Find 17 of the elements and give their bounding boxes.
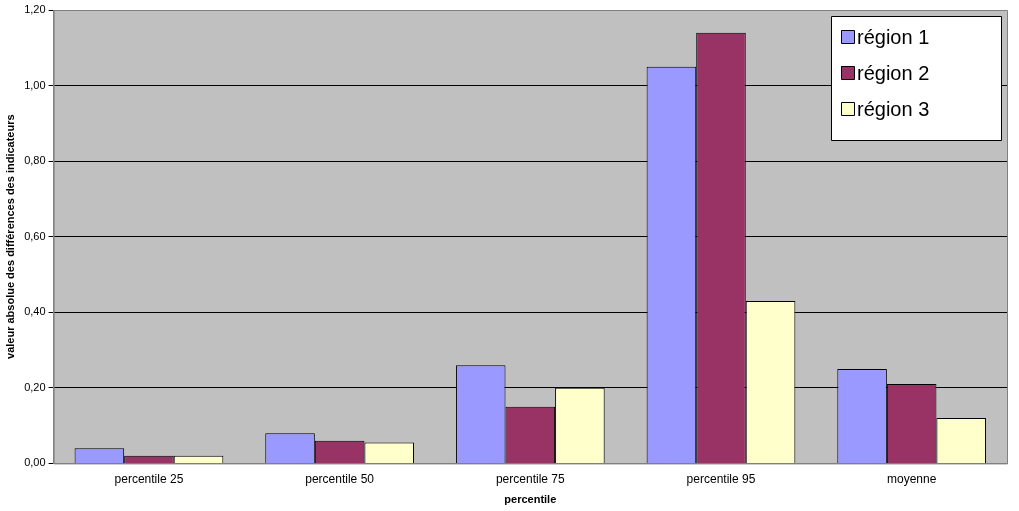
x-tick-label: percentile 95 bbox=[686, 471, 756, 486]
x-tick-label: percentile 75 bbox=[495, 471, 565, 486]
y-tick-label: 0,20 bbox=[24, 380, 46, 393]
y-axis-title: valeur absolue des différences des indicateurs bbox=[3, 114, 16, 359]
x-tick-label: moyenne bbox=[886, 471, 937, 486]
y-tick-label: 0,40 bbox=[24, 305, 46, 318]
y-tick-label: 0,60 bbox=[24, 229, 46, 242]
legend-label: région 3 bbox=[857, 97, 930, 120]
y-tick-label: 1,20 bbox=[24, 3, 46, 16]
x-axis-title: percentile bbox=[504, 493, 557, 506]
legend-label: région 1 bbox=[857, 25, 930, 48]
y-tick-label: 1,00 bbox=[24, 78, 46, 91]
y-tick-label: 0,80 bbox=[24, 154, 46, 167]
legend-label: région 2 bbox=[857, 61, 930, 84]
y-tick-label: 0,00 bbox=[24, 456, 46, 469]
x-tick-label: percentile 50 bbox=[305, 471, 375, 486]
x-tick-label: percentile 25 bbox=[114, 471, 184, 486]
